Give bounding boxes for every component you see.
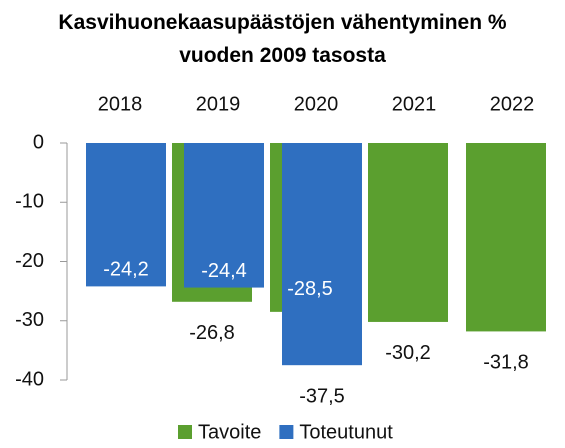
bar xyxy=(282,143,362,366)
data-label: -30,2 xyxy=(385,342,431,364)
data-label: -37,5 xyxy=(299,385,345,407)
data-label: -24,4 xyxy=(201,260,247,282)
x-tick-label: 2022 xyxy=(490,93,535,115)
x-tick-label: 2020 xyxy=(294,93,339,115)
chart-title: Kasvihuonekaasupäästöjen vähentyminen % … xyxy=(58,11,507,67)
legend-label: Toteutunut xyxy=(299,421,393,443)
y-tick-label: 0 xyxy=(33,131,44,153)
x-tick-label: 2018 xyxy=(98,93,143,115)
bar xyxy=(466,143,546,332)
y-tick-label: -40 xyxy=(15,368,44,390)
bar xyxy=(86,143,166,287)
bar xyxy=(368,143,448,322)
data-label: -26,8 xyxy=(189,322,235,344)
bar xyxy=(184,143,264,288)
legend-swatch xyxy=(178,425,192,439)
y-tick-label: -20 xyxy=(15,250,44,272)
legend-swatch xyxy=(279,425,294,439)
y-tick-label: -10 xyxy=(15,191,44,213)
x-tick-label: 2019 xyxy=(196,93,241,115)
x-tick-label: 2021 xyxy=(392,93,437,115)
data-label: -31,8 xyxy=(483,352,529,374)
legend-label: Tavoite xyxy=(198,421,261,443)
y-tick-label: -30 xyxy=(15,309,44,331)
data-label: -24,2 xyxy=(103,259,149,281)
data-label: -28,5 xyxy=(287,278,333,300)
